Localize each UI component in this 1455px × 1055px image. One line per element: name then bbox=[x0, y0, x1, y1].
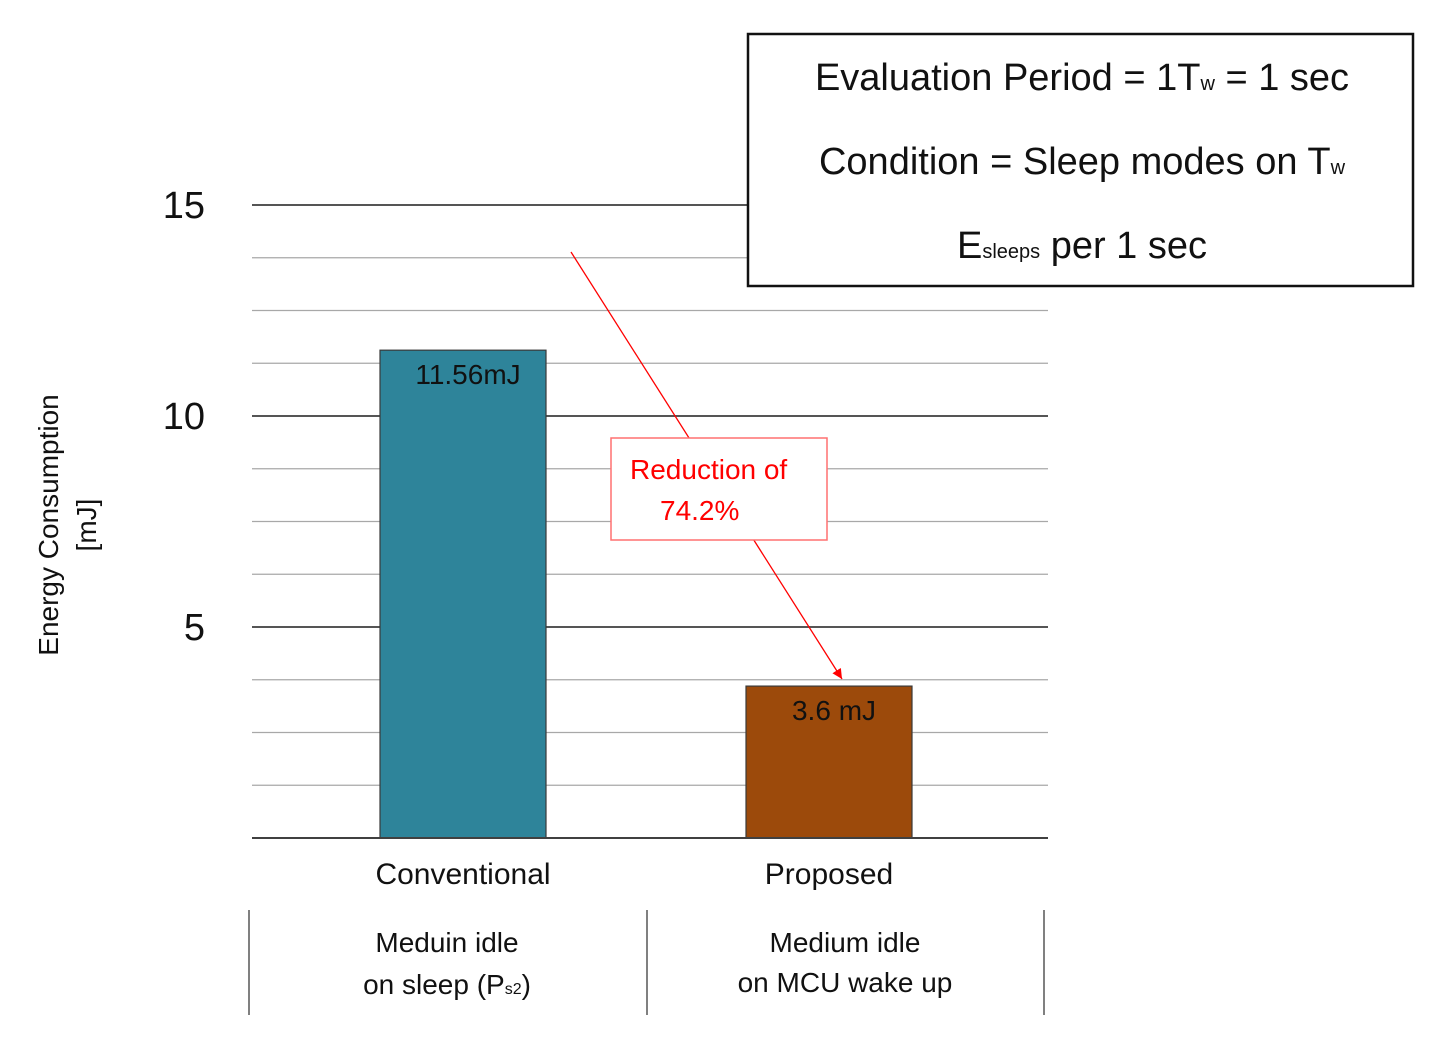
y-axis-label-line1: Energy Consumption bbox=[33, 394, 64, 655]
reduction-annotation-line2: 74.2% bbox=[660, 495, 739, 526]
data-label-conventional: 11.56mJ bbox=[415, 359, 520, 390]
info-energy-per-second: Esleeps per 1 sec bbox=[957, 225, 1207, 267]
y-axis-ticks: 5 10 15 bbox=[163, 185, 205, 649]
reduction-annotation-box bbox=[610, 437, 828, 541]
subtitle-conventional-line1: Meduin idle bbox=[375, 927, 518, 958]
y-tick-label: 10 bbox=[163, 396, 205, 438]
y-tick-label: 15 bbox=[163, 185, 205, 227]
subtitle-conventional-line2: on sleep (Ps2) bbox=[363, 969, 531, 1000]
category-label-proposed: Proposed bbox=[765, 858, 893, 891]
category-label-conventional: Conventional bbox=[375, 858, 550, 891]
bar-proposed bbox=[745, 685, 913, 839]
bars: 11.56mJ 3.6 mJ bbox=[379, 349, 913, 839]
y-tick-label: 5 bbox=[184, 607, 205, 649]
y-axis-label-line2: [mJ] bbox=[71, 499, 102, 552]
info-evaluation-period: Evaluation Period = 1Tw = 1 sec bbox=[815, 57, 1349, 99]
bar-conventional bbox=[379, 349, 547, 839]
subtitle-proposed-line2: on MCU wake up bbox=[738, 967, 953, 998]
reduction-annotation-line1: Reduction of bbox=[630, 454, 787, 485]
subtitle-proposed-line1: Medium idle bbox=[770, 927, 921, 958]
info-condition: Condition = Sleep modes on Tw bbox=[819, 141, 1346, 183]
evaluation-info-box bbox=[746, 32, 1415, 288]
data-label-proposed: 3.6 mJ bbox=[792, 695, 876, 726]
